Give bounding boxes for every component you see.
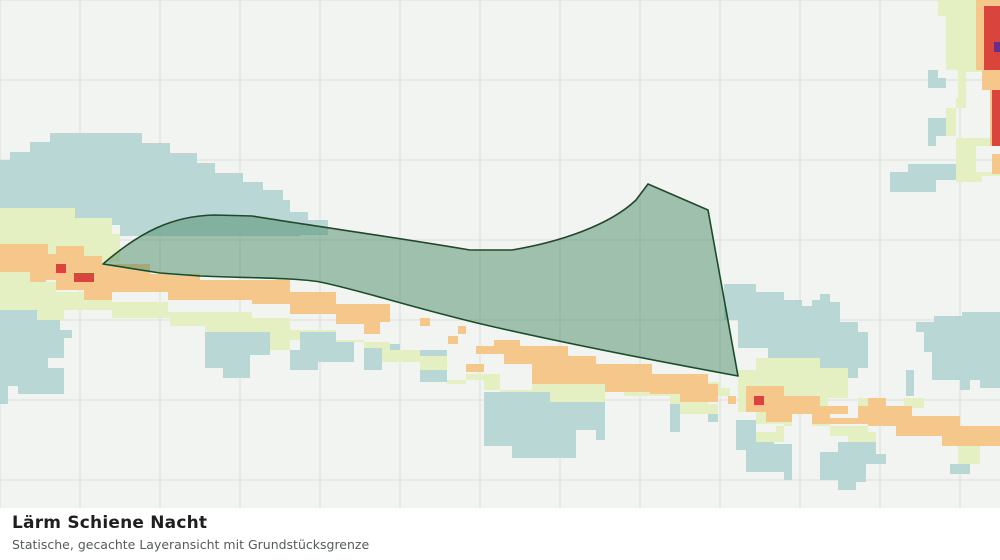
noise-layer-red (56, 6, 1000, 405)
map-title: Lärm Schiene Nacht (12, 513, 208, 533)
noise-layer-orange (0, 0, 1000, 446)
noise-layer-purple (994, 42, 1000, 52)
map-viewport[interactable] (0, 0, 1000, 508)
parcel-boundary[interactable] (102, 183, 739, 377)
map-subtitle: Statische, gecachte Layeransicht mit Gru… (12, 537, 370, 552)
map-caption: Lärm Schiene Nacht Statische, gecachte L… (0, 508, 1000, 560)
